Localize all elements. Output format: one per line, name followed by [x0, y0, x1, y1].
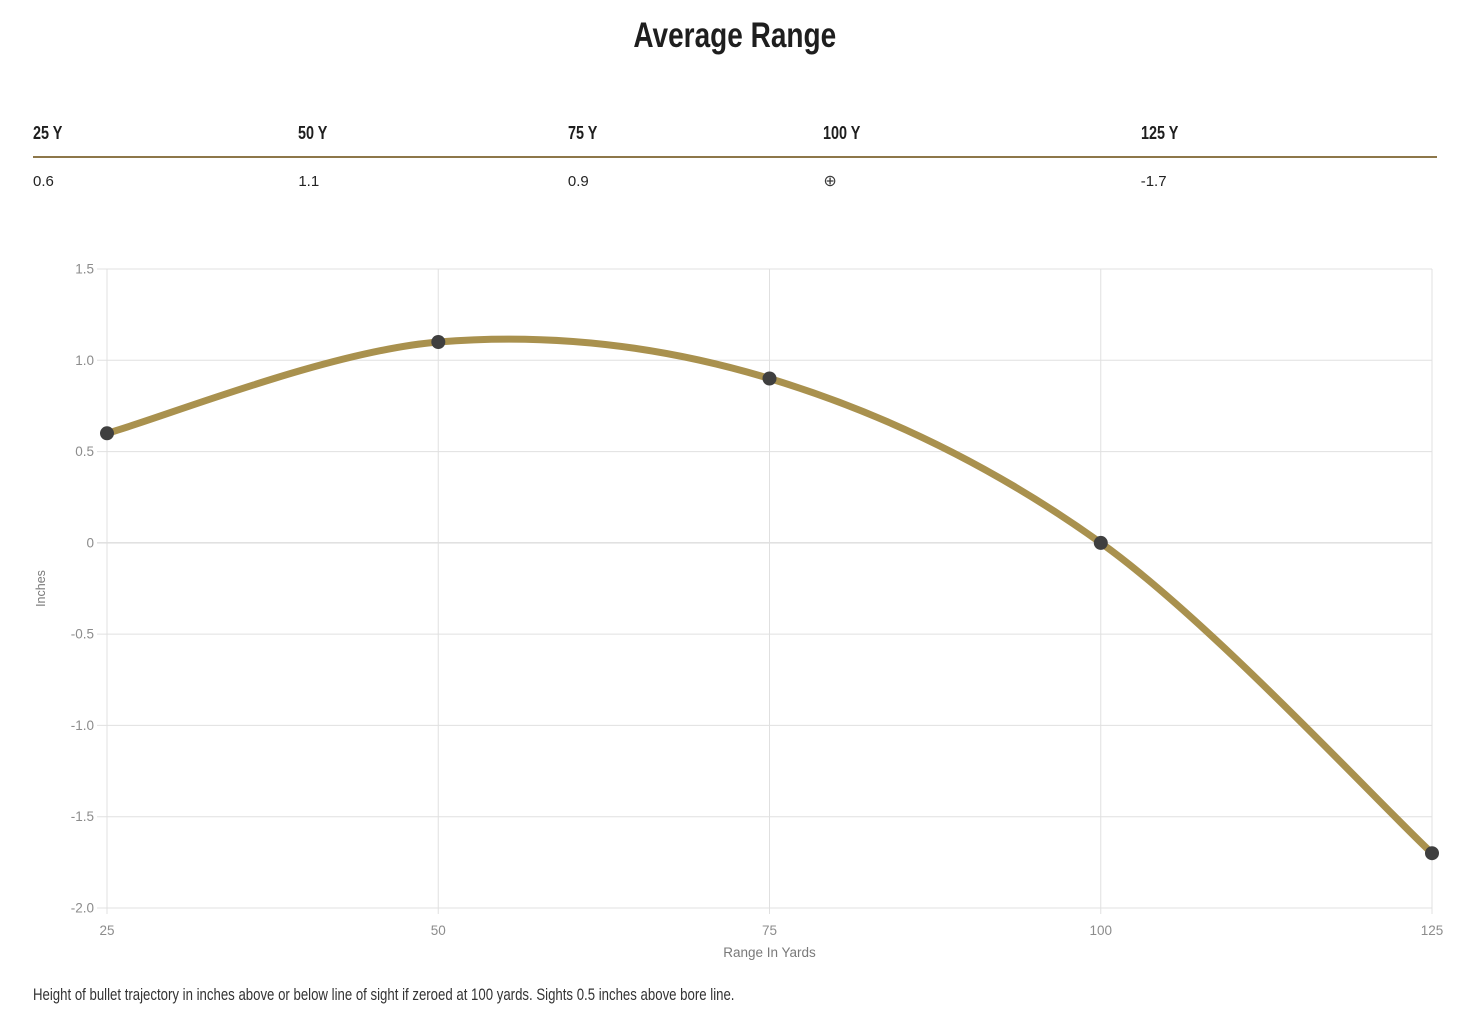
- y-tick-label: 0: [86, 535, 94, 550]
- data-point-marker[interactable]: [431, 335, 446, 349]
- summary-value-row: 0.6 1.1 0.9 ⊕ -1.7: [33, 172, 1437, 192]
- y-axis-title: Inches: [34, 570, 48, 607]
- range-summary-table: 25 Y 50 Y 75 Y 100 Y 125 Y 0.6 1.1 0.9 ⊕ -1.7: [33, 122, 1437, 192]
- range-column-header-text: 125 Y: [1140, 123, 1179, 143]
- range-column-header-text: 75 Y: [567, 123, 598, 143]
- range-value: 0.6: [33, 173, 54, 190]
- page-title: Average Range: [0, 16, 1470, 56]
- chart-footnote: Height of bullet trajectory in inches ab…: [33, 984, 910, 1006]
- summary-divider: [33, 156, 1437, 158]
- range-column-header-text: 100 Y: [823, 123, 861, 143]
- y-tick-label: 1.0: [75, 353, 94, 368]
- y-tick-label: -1.0: [71, 718, 94, 733]
- y-tick-label: -2.0: [71, 901, 94, 916]
- range-value: -1.7: [1140, 173, 1167, 190]
- range-column-header: 75 Y: [568, 122, 824, 144]
- chart-footnote-text: Height of bullet trajectory in inches ab…: [33, 986, 735, 1004]
- range-column-header: 100 Y: [823, 122, 1140, 144]
- data-point-marker[interactable]: [762, 371, 777, 386]
- range-column-header-text: 50 Y: [298, 123, 328, 143]
- trajectory-chart: 1.5 1.0 0.5 0 -0.5 -1.0 -1.5 -2.0 25 50 75 100 125 In…: [0, 250, 1470, 970]
- trajectory-line: [103, 335, 1436, 857]
- range-column-header: 50 Y: [298, 122, 568, 144]
- x-tick-label: 25: [99, 923, 114, 938]
- zero-target-icon: ⊕: [823, 173, 837, 190]
- x-axis-title: Range In Yards: [723, 945, 816, 960]
- data-point-marker[interactable]: [1425, 846, 1439, 861]
- trajectory-chart-svg: 1.5 1.0 0.5 0 -0.5 -1.0 -1.5 -2.0 25 50 75 100 125 In…: [34, 262, 1444, 961]
- x-tick-label: 100: [1089, 923, 1112, 938]
- page-title-text: Average Range: [633, 16, 837, 55]
- y-tick-label: 0.5: [75, 444, 94, 459]
- data-point-marker[interactable]: [100, 426, 114, 441]
- range-value: 0.9: [567, 173, 589, 190]
- range-value: 1.1: [298, 173, 320, 190]
- x-tick-label: 50: [431, 923, 446, 938]
- y-tick-label: -1.5: [71, 809, 94, 824]
- data-point-marker[interactable]: [1093, 535, 1108, 550]
- x-tick-label: 75: [762, 923, 777, 938]
- range-column-header: 25 Y: [33, 122, 298, 144]
- y-tick-label: 1.5: [75, 262, 94, 277]
- range-column-header-text: 25 Y: [33, 123, 63, 143]
- summary-header-row: 25 Y 50 Y 75 Y 100 Y 125 Y: [33, 122, 1437, 144]
- y-tick-label: -0.5: [71, 627, 94, 642]
- x-tick-label: 125: [1421, 923, 1444, 938]
- range-column-header: 125 Y: [1141, 122, 1437, 144]
